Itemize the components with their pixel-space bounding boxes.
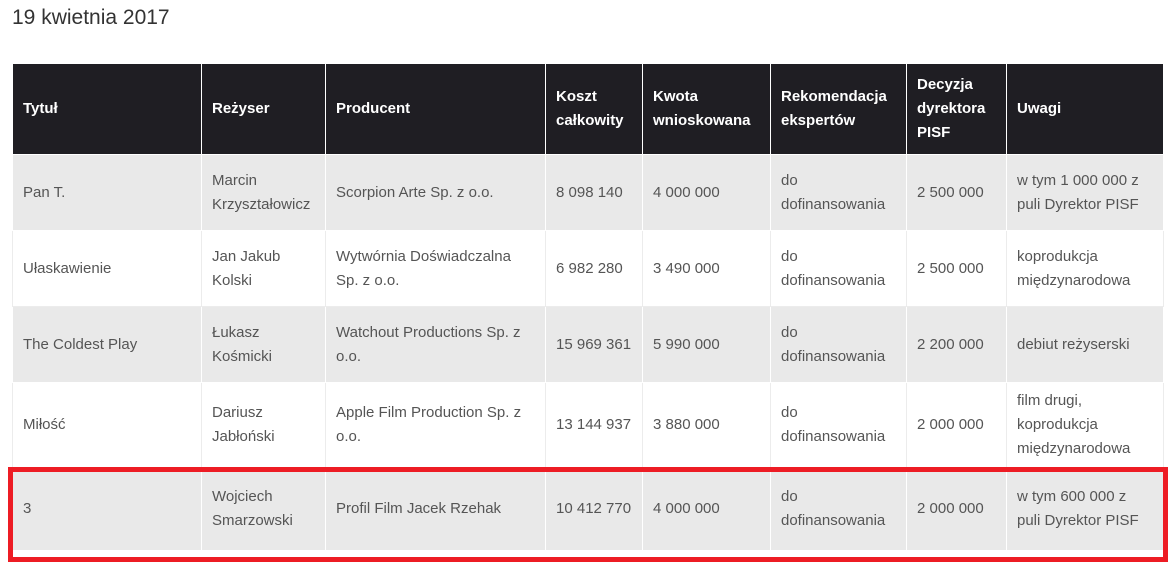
table-cell: Pan T. bbox=[12, 154, 202, 231]
column-header: Rekomendacja ekspertów bbox=[770, 63, 907, 155]
table-cell: Scorpion Arte Sp. z o.o. bbox=[325, 154, 546, 231]
table-cell: 2 200 000 bbox=[906, 306, 1007, 383]
table-cell: w tym 600 000 z puli Dyrektor PISF bbox=[1006, 467, 1164, 551]
table-cell: 15 969 361 bbox=[545, 306, 643, 383]
funding-table: Tytuł Reżyser Producent Koszt całkowity Kwot… bbox=[12, 63, 1164, 551]
column-header: Reżyser bbox=[201, 63, 326, 155]
table-cell: The Coldest Play bbox=[12, 306, 202, 383]
table-cell: 2 000 000 bbox=[906, 467, 1007, 551]
column-header: Koszt całkowity bbox=[545, 63, 643, 155]
header-row: Tytuł Reżyser Producent Koszt całkowity Kwot… bbox=[12, 63, 1164, 155]
table-cell: 10 412 770 bbox=[545, 467, 643, 551]
table-cell: 3 bbox=[12, 467, 202, 551]
table-cell: 3 880 000 bbox=[642, 382, 771, 468]
table-cell: do dofinansowania bbox=[770, 230, 907, 307]
table-cell: koprodukcja międzynarodowa bbox=[1006, 230, 1164, 307]
column-header: Uwagi bbox=[1006, 63, 1164, 155]
table-cell: debiut reżyserski bbox=[1006, 306, 1164, 383]
table-cell: Wojciech Smarzowski bbox=[201, 467, 326, 551]
table-cell: 2 500 000 bbox=[906, 230, 1007, 307]
table-cell: 6 982 280 bbox=[545, 230, 643, 307]
table-cell: 3 490 000 bbox=[642, 230, 771, 307]
table-cell: Ułaskawienie bbox=[12, 230, 202, 307]
table-cell: do dofinansowania bbox=[770, 306, 907, 383]
table-cell: 4 000 000 bbox=[642, 467, 771, 551]
table-cell: w tym 1 000 000 z puli Dyrektor PISF bbox=[1006, 154, 1164, 231]
table-cell: do dofinansowania bbox=[770, 467, 907, 551]
table-cell: Marcin Krzyształowicz bbox=[201, 154, 326, 231]
table-cell: 2 000 000 bbox=[906, 382, 1007, 468]
column-header: Tytuł bbox=[12, 63, 202, 155]
table-cell: Jan Jakub Kolski bbox=[201, 230, 326, 307]
table-row: Miłość Dariusz Jabłoński Apple Film Produc… bbox=[12, 382, 1164, 468]
table-cell: Wytwórnia Doświadczalna Sp. z o.o. bbox=[325, 230, 546, 307]
column-header: Kwota wnioskowana bbox=[642, 63, 771, 155]
table-cell: 4 000 000 bbox=[642, 154, 771, 231]
table-cell: film drugi, koprodukcja międzynarodowa bbox=[1006, 382, 1164, 468]
table-cell: Profil Film Jacek Rzehak bbox=[325, 467, 546, 551]
table-cell: 8 098 140 bbox=[545, 154, 643, 231]
table-cell: 2 500 000 bbox=[906, 154, 1007, 231]
page-title: 19 kwietnia 2017 bbox=[12, 6, 170, 29]
table-row: 3 Wojciech Smarzowski Profil Film Jacek Rz… bbox=[12, 467, 1164, 551]
column-header: Decyzja dyrektora PISF bbox=[906, 63, 1007, 155]
column-header: Producent bbox=[325, 63, 546, 155]
table-cell: 13 144 937 bbox=[545, 382, 643, 468]
table-row: The Coldest Play Łukasz Kośmicki Watchout … bbox=[12, 306, 1164, 383]
table-cell: do dofinansowania bbox=[770, 382, 907, 468]
table-cell: Watchout Productions Sp. z o.o. bbox=[325, 306, 546, 383]
table-row: Pan T. Marcin Krzyształowicz Scorpion Arte… bbox=[12, 154, 1164, 231]
table-cell: Dariusz Jabłoński bbox=[201, 382, 326, 468]
table-cell: Łukasz Kośmicki bbox=[201, 306, 326, 383]
table-row: Ułaskawienie Jan Jakub Kolski Wytwórnia Do… bbox=[12, 230, 1164, 307]
table-cell: Miłość bbox=[12, 382, 202, 468]
table-cell: Apple Film Production Sp. z o.o. bbox=[325, 382, 546, 468]
table-cell: do dofinansowania bbox=[770, 154, 907, 231]
table-cell: 5 990 000 bbox=[642, 306, 771, 383]
